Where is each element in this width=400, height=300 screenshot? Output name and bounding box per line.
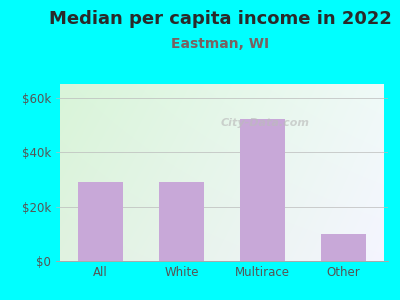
Bar bbox=[240, 119, 285, 261]
Text: Eastman, WI: Eastman, WI bbox=[171, 38, 269, 52]
Text: City-Data.com: City-Data.com bbox=[221, 118, 310, 128]
Bar bbox=[159, 182, 204, 261]
Bar bbox=[321, 234, 366, 261]
Bar bbox=[78, 182, 123, 261]
Text: Median per capita income in 2022: Median per capita income in 2022 bbox=[48, 11, 392, 28]
